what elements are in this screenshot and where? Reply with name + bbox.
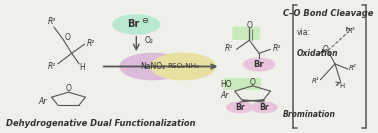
- Text: Dehydrogenative Dual Functionalization: Dehydrogenative Dual Functionalization: [6, 119, 195, 128]
- Text: R³: R³: [348, 28, 356, 34]
- Text: Oxidation: Oxidation: [297, 49, 338, 59]
- Circle shape: [151, 53, 215, 80]
- Text: RSO₂NH₂: RSO₂NH₂: [167, 63, 199, 70]
- Text: O: O: [322, 45, 328, 54]
- Text: H: H: [340, 83, 345, 89]
- Text: R²: R²: [349, 65, 356, 71]
- Text: C–O Bond Cleavage: C–O Bond Cleavage: [284, 9, 374, 18]
- Text: Ar: Ar: [221, 91, 229, 100]
- Text: R²: R²: [86, 39, 94, 48]
- FancyBboxPatch shape: [232, 27, 260, 40]
- Text: Bromination: Bromination: [283, 110, 336, 119]
- Text: H: H: [79, 63, 85, 72]
- Text: Ar: Ar: [39, 97, 47, 106]
- Circle shape: [227, 102, 253, 113]
- Text: Br: Br: [259, 103, 269, 112]
- Text: ⊖: ⊖: [141, 16, 148, 25]
- Text: R¹: R¹: [48, 62, 56, 71]
- Circle shape: [113, 15, 160, 34]
- Text: R¹: R¹: [312, 78, 319, 84]
- Circle shape: [120, 53, 185, 80]
- FancyBboxPatch shape: [223, 78, 261, 90]
- Text: O: O: [65, 84, 71, 93]
- Text: O₂: O₂: [144, 36, 153, 45]
- Text: O: O: [246, 20, 252, 30]
- Text: R²: R²: [273, 44, 281, 53]
- Text: O: O: [65, 33, 70, 42]
- Text: HO: HO: [220, 80, 232, 89]
- Text: O: O: [249, 78, 256, 87]
- Circle shape: [243, 58, 274, 71]
- Text: Br: Br: [128, 19, 140, 29]
- Text: via:: via:: [297, 28, 311, 37]
- Text: NaNO₂: NaNO₂: [140, 62, 165, 71]
- Text: R³: R³: [48, 17, 56, 26]
- Text: Br: Br: [254, 60, 264, 69]
- Text: Br: Br: [235, 103, 245, 112]
- Text: R¹: R¹: [225, 44, 234, 53]
- Circle shape: [251, 102, 277, 113]
